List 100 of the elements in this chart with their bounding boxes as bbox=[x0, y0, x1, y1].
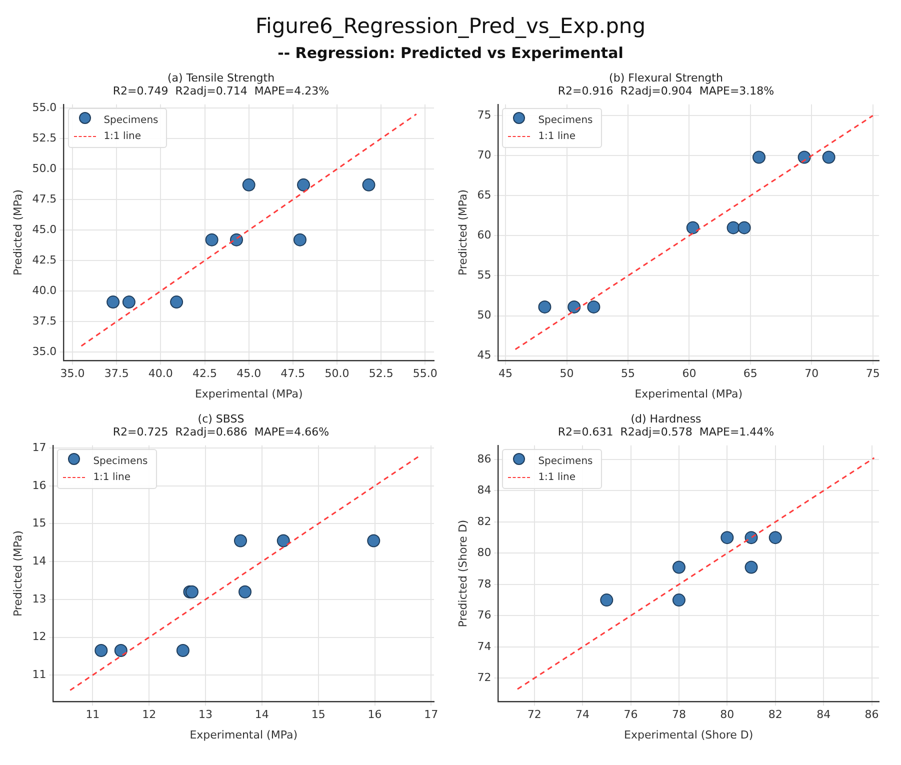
y-tick-label: 76 bbox=[477, 608, 492, 622]
chart-subtitle: R2=0.916 R2adj=0.904 MAPE=3.18% bbox=[558, 84, 774, 98]
y-tick-label: 75 bbox=[477, 108, 492, 122]
x-tick-label: 50.0 bbox=[324, 367, 350, 380]
x-tick-label: 60 bbox=[682, 367, 696, 380]
point bbox=[568, 300, 581, 314]
text: -- Regression: Predicted vs Experimental bbox=[276, 44, 624, 64]
x-tick-label: 37.5 bbox=[104, 367, 129, 380]
x-axis-title: Experimental (MPa) bbox=[634, 387, 743, 400]
x-tick-label: 70 bbox=[804, 367, 819, 380]
y-tick-label: 70 bbox=[477, 148, 492, 162]
x-tick-label: 40.0 bbox=[148, 367, 173, 380]
x-tick-label: 45 bbox=[498, 367, 513, 380]
point bbox=[738, 221, 751, 234]
chart-subtitle: R2=0.725 R2adj=0.686 MAPE=4.66% bbox=[112, 426, 330, 439]
point bbox=[94, 644, 108, 658]
point bbox=[600, 594, 614, 607]
y-tick-label: 45.0 bbox=[32, 222, 57, 236]
point bbox=[798, 150, 811, 164]
chart-title: (b) Flexural Strength bbox=[609, 71, 723, 84]
x-tick-label: 78 bbox=[672, 708, 686, 722]
chart-title: (a) Tensile Strength bbox=[167, 71, 275, 84]
y-axis-title: Predicted (MPa) bbox=[456, 189, 470, 276]
point bbox=[362, 178, 376, 192]
y-tick-label: 12 bbox=[32, 630, 46, 644]
x-tick-label: 12 bbox=[142, 708, 156, 722]
point bbox=[726, 221, 740, 234]
legend-label: 1:1 line bbox=[538, 130, 576, 144]
x-axis-title: Experimental (MPa) bbox=[194, 387, 303, 400]
x-tick-label: 11 bbox=[86, 708, 100, 722]
x-tick-label: 75 bbox=[866, 367, 880, 380]
y-axis-title: Predicted (Shore D) bbox=[456, 520, 470, 628]
point bbox=[367, 534, 380, 548]
chart-subtitle: R2=0.631 R2adj=0.578 MAPE=1.44% bbox=[558, 426, 774, 439]
y-tick-label: 50 bbox=[477, 308, 492, 322]
x-tick-label: 42.5 bbox=[192, 367, 218, 380]
y-tick-label: 55 bbox=[477, 268, 492, 282]
y-tick-label: 82 bbox=[477, 514, 492, 528]
y-tick-label: 55.0 bbox=[32, 100, 57, 114]
y-tick-label: 72 bbox=[477, 671, 492, 684]
point bbox=[234, 534, 247, 548]
x-tick-label: 14 bbox=[254, 708, 269, 722]
y-tick-label: 16 bbox=[32, 478, 46, 492]
y-tick-label: 17 bbox=[32, 440, 46, 454]
point bbox=[276, 534, 290, 548]
x-tick-label: 86 bbox=[864, 708, 879, 722]
x-tick-label: 15 bbox=[311, 708, 326, 722]
y-tick-label: 37.5 bbox=[32, 314, 57, 328]
y-axis-title: Predicted (MPa) bbox=[11, 530, 24, 617]
x-tick-label: 55.0 bbox=[412, 367, 438, 380]
x-tick-label: 80 bbox=[720, 708, 734, 722]
x-tick-label: 52.5 bbox=[368, 367, 394, 380]
point bbox=[293, 233, 306, 246]
y-tick-label: 78 bbox=[477, 577, 492, 590]
y-tick-label: 60 bbox=[477, 228, 492, 242]
x-tick-label: 84 bbox=[816, 708, 831, 722]
x-tick-label: 72 bbox=[527, 708, 542, 722]
x-tick-label: 55 bbox=[620, 367, 635, 380]
y-tick-label: 40.0 bbox=[32, 284, 57, 297]
x-axis-title: Experimental (Shore D) bbox=[624, 728, 754, 742]
x-tick-label: 13 bbox=[198, 708, 213, 722]
legend-label: 1:1 line bbox=[104, 130, 142, 144]
point bbox=[587, 300, 600, 314]
y-tick-label: 11 bbox=[32, 668, 46, 681]
y-tick-label: 14 bbox=[32, 554, 46, 568]
x-tick-label: 76 bbox=[624, 708, 638, 722]
point bbox=[538, 300, 552, 314]
point bbox=[176, 644, 190, 658]
x-tick-label: 17 bbox=[424, 708, 438, 722]
legend-label: Specimens bbox=[104, 114, 158, 128]
y-tick-label: 45 bbox=[477, 348, 492, 362]
x-tick-label: 47.5 bbox=[280, 367, 306, 380]
chart-title: (d) Hardness bbox=[630, 412, 702, 426]
legend-label: Specimens bbox=[538, 114, 593, 128]
legend-label: 1:1 line bbox=[538, 471, 576, 486]
point bbox=[297, 178, 310, 192]
x-tick-label: 50 bbox=[560, 367, 574, 380]
x-tick-label: 82 bbox=[768, 708, 782, 722]
point bbox=[672, 594, 686, 607]
point bbox=[238, 585, 252, 598]
chart-subtitle: R2=0.749 R2adj=0.714 MAPE=4.23% bbox=[112, 84, 330, 98]
point bbox=[768, 531, 782, 544]
point bbox=[106, 296, 120, 309]
legend-label: Specimens bbox=[538, 455, 593, 470]
point bbox=[720, 531, 734, 544]
x-tick-label: 45.0 bbox=[236, 367, 262, 380]
point bbox=[170, 296, 184, 309]
y-axis-title: Predicted (MPa) bbox=[11, 189, 24, 276]
point bbox=[122, 296, 136, 309]
y-tick-label: 47.5 bbox=[32, 192, 57, 206]
point bbox=[752, 150, 766, 164]
x-tick-label: 16 bbox=[368, 708, 382, 722]
y-tick-label: 42.5 bbox=[32, 253, 57, 266]
legend-label: Specimens bbox=[93, 455, 148, 470]
y-tick-label: 80 bbox=[477, 546, 492, 560]
y-tick-label: 86 bbox=[477, 452, 492, 466]
x-tick-label: 35.0 bbox=[60, 367, 85, 380]
y-tick-label: 65 bbox=[477, 188, 492, 202]
point bbox=[114, 644, 128, 658]
y-tick-label: 50.0 bbox=[32, 162, 57, 175]
